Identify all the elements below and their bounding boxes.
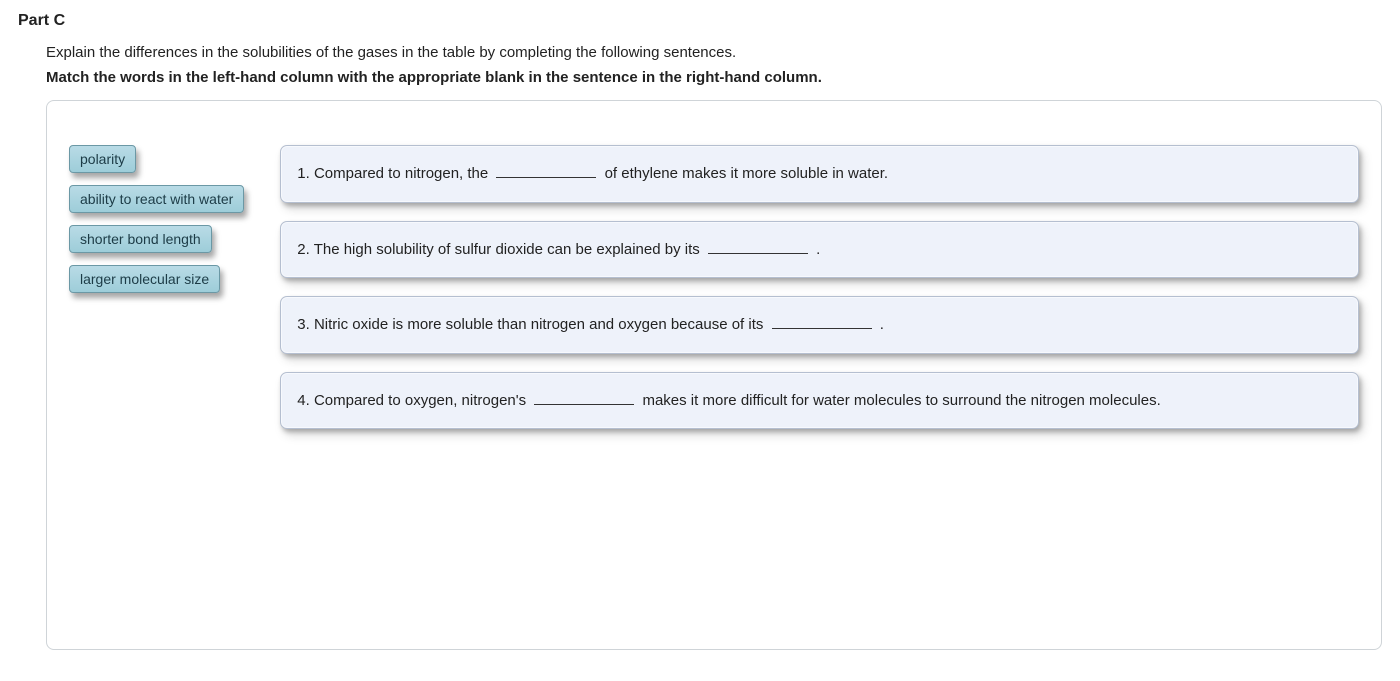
blank-slot[interactable] xyxy=(708,238,808,254)
blank-slot[interactable] xyxy=(534,389,634,405)
choices-column: polarity ability to react with water sho… xyxy=(69,145,244,293)
sentence-pre: 4. Compared to oxygen, nitrogen's xyxy=(297,392,530,409)
sentence-dropzone[interactable]: 1. Compared to nitrogen, the of ethylene… xyxy=(280,145,1359,203)
sentence-pre: 2. The high solubility of sulfur dioxide… xyxy=(297,241,704,258)
sentence-post: makes it more difficult for water molecu… xyxy=(638,392,1160,409)
question-part: Part C Explain the differences in the so… xyxy=(0,0,1400,668)
choice-chip[interactable]: polarity xyxy=(69,145,136,173)
sentence-pre: 1. Compared to nitrogen, the xyxy=(297,165,492,182)
instruction-text: Explain the differences in the solubilit… xyxy=(46,44,1382,61)
choice-chip[interactable]: shorter bond length xyxy=(69,225,212,253)
part-label: Part C xyxy=(18,12,1382,30)
sentence-post: of ethylene makes it more soluble in wat… xyxy=(600,165,888,182)
choice-chip[interactable]: larger molecular size xyxy=(69,265,220,293)
sentence-post: . xyxy=(812,241,820,258)
sentence-dropzone[interactable]: 3. Nitric oxide is more soluble than nit… xyxy=(280,296,1359,354)
sentences-column: 1. Compared to nitrogen, the of ethylene… xyxy=(280,145,1359,429)
sentence-post: . xyxy=(876,316,884,333)
instruction-match: Match the words in the left-hand column … xyxy=(46,69,1382,86)
blank-slot[interactable] xyxy=(772,313,872,329)
matching-panel: polarity ability to react with water sho… xyxy=(46,100,1382,650)
sentence-pre: 3. Nitric oxide is more soluble than nit… xyxy=(297,316,767,333)
sentence-dropzone[interactable]: 2. The high solubility of sulfur dioxide… xyxy=(280,221,1359,279)
sentence-dropzone[interactable]: 4. Compared to oxygen, nitrogen's makes … xyxy=(280,372,1359,430)
blank-slot[interactable] xyxy=(496,162,596,178)
choice-chip[interactable]: ability to react with water xyxy=(69,185,244,213)
